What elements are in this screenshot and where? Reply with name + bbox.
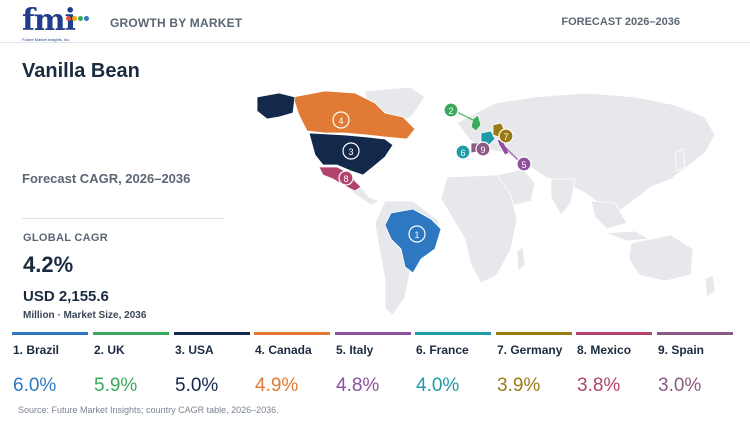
logo-subtitle: Future Market Insights, Inc.	[22, 37, 71, 42]
legend-item-france[interactable]: 6. France 4.0%	[415, 332, 491, 402]
world-landmass	[259, 86, 716, 316]
country-canada[interactable]	[292, 90, 416, 140]
legend-item-germany[interactable]: 7. Germany 3.9%	[496, 332, 572, 402]
marker-2-label: 2	[448, 106, 453, 116]
legend-item-italy[interactable]: 5. Italy 4.8%	[335, 332, 411, 402]
header: fmi Future Market Insights, Inc. GROWTH …	[0, 0, 750, 43]
legend-item-brazil[interactable]: 1. Brazil 6.0%	[12, 332, 88, 402]
legend-country: 7. Germany	[497, 343, 563, 357]
header-forecast: FORECAST 2026–2036	[561, 16, 680, 28]
marker-5-label: 5	[521, 160, 526, 170]
legend-country: 8. Mexico	[577, 343, 632, 357]
marker-5[interactable]: 5	[516, 156, 532, 172]
source-note: Source: Future Market Insights; country …	[18, 405, 279, 415]
country-usa-alaska[interactable]	[256, 92, 296, 120]
legend-country: 2. UK	[94, 343, 125, 357]
legend-country: 5. Italy	[336, 343, 374, 357]
legend-country: 6. France	[416, 343, 469, 357]
legend-cagr: 4.9%	[255, 375, 299, 396]
legend-country: 9. Spain	[658, 343, 705, 357]
legend-bar	[415, 332, 491, 335]
marker-3-label: 3	[348, 147, 353, 157]
country-legend: 1. Brazil 6.0% 2. UK 5.9% 3. USA 5.0% 4.…	[12, 332, 748, 402]
marker-1[interactable]: 1	[408, 225, 426, 243]
header-title: GROWTH BY MARKET	[110, 16, 243, 30]
legend-cagr: 3.9%	[497, 375, 541, 396]
marker-3[interactable]: 3	[342, 142, 360, 160]
legend-item-canada[interactable]: 4. Canada 4.9%	[254, 332, 330, 402]
cagr-label: Forecast CAGR, 2026–2036	[22, 171, 191, 186]
marker-8[interactable]: 8	[338, 170, 354, 186]
marker-4-label: 4	[338, 116, 343, 126]
country-uk[interactable]	[470, 114, 482, 132]
fmi-logo[interactable]: fmi Future Market Insights, Inc.	[22, 6, 92, 42]
legend-item-usa[interactable]: 3. USA 5.0%	[174, 332, 250, 402]
legend-bar	[335, 332, 411, 335]
legend-item-mexico[interactable]: 8. Mexico 3.8%	[576, 332, 652, 402]
legend-bar	[254, 332, 330, 335]
legend-country: 3. USA	[175, 343, 214, 357]
legend-cagr: 4.0%	[416, 375, 460, 396]
legend-country: 4. Canada	[255, 343, 312, 357]
legend-cagr: 6.0%	[13, 375, 57, 396]
legend-item-spain[interactable]: 9. Spain 3.0%	[657, 332, 733, 402]
legend-bar	[12, 332, 88, 335]
legend-country: 1. Brazil	[13, 343, 60, 357]
marker-7-label: 7	[503, 132, 508, 142]
marker-9-label: 9	[480, 145, 485, 155]
marker-7[interactable]: 7	[498, 128, 514, 144]
global-cagr-label: GLOBAL CAGR	[23, 232, 108, 244]
market-size-value: USD 2,155.6	[23, 288, 109, 305]
legend-cagr: 4.8%	[336, 375, 380, 396]
legend-cagr: 3.0%	[658, 375, 702, 396]
product-title: Vanilla Bean	[22, 60, 140, 82]
legend-bar	[657, 332, 733, 335]
market-size-note: Million · Market Size, 2036	[23, 310, 147, 321]
legend-bar	[93, 332, 169, 335]
divider	[22, 218, 225, 219]
legend-bar	[174, 332, 250, 335]
marker-9[interactable]: 9	[475, 141, 491, 157]
legend-cagr: 5.9%	[94, 375, 138, 396]
marker-4[interactable]: 4	[332, 111, 350, 129]
legend-bar	[496, 332, 572, 335]
marker-2[interactable]: 2	[443, 102, 459, 118]
legend-bar	[576, 332, 652, 335]
legend-item-uk[interactable]: 2. UK 5.9%	[93, 332, 169, 402]
marker-6-label: 6	[460, 148, 465, 158]
global-cagr-value: 4.2%	[23, 252, 74, 277]
country-usa[interactable]	[308, 132, 394, 176]
marker-1-label: 1	[414, 230, 419, 240]
world-map: 1 2 3 4 5 6 7 8 9	[256, 86, 716, 316]
marker-8-label: 8	[343, 174, 348, 184]
legend-cagr: 5.0%	[175, 375, 219, 396]
marker-6[interactable]: 6	[455, 144, 471, 160]
logo-figures-icon	[66, 8, 90, 26]
legend-cagr: 3.8%	[577, 375, 621, 396]
